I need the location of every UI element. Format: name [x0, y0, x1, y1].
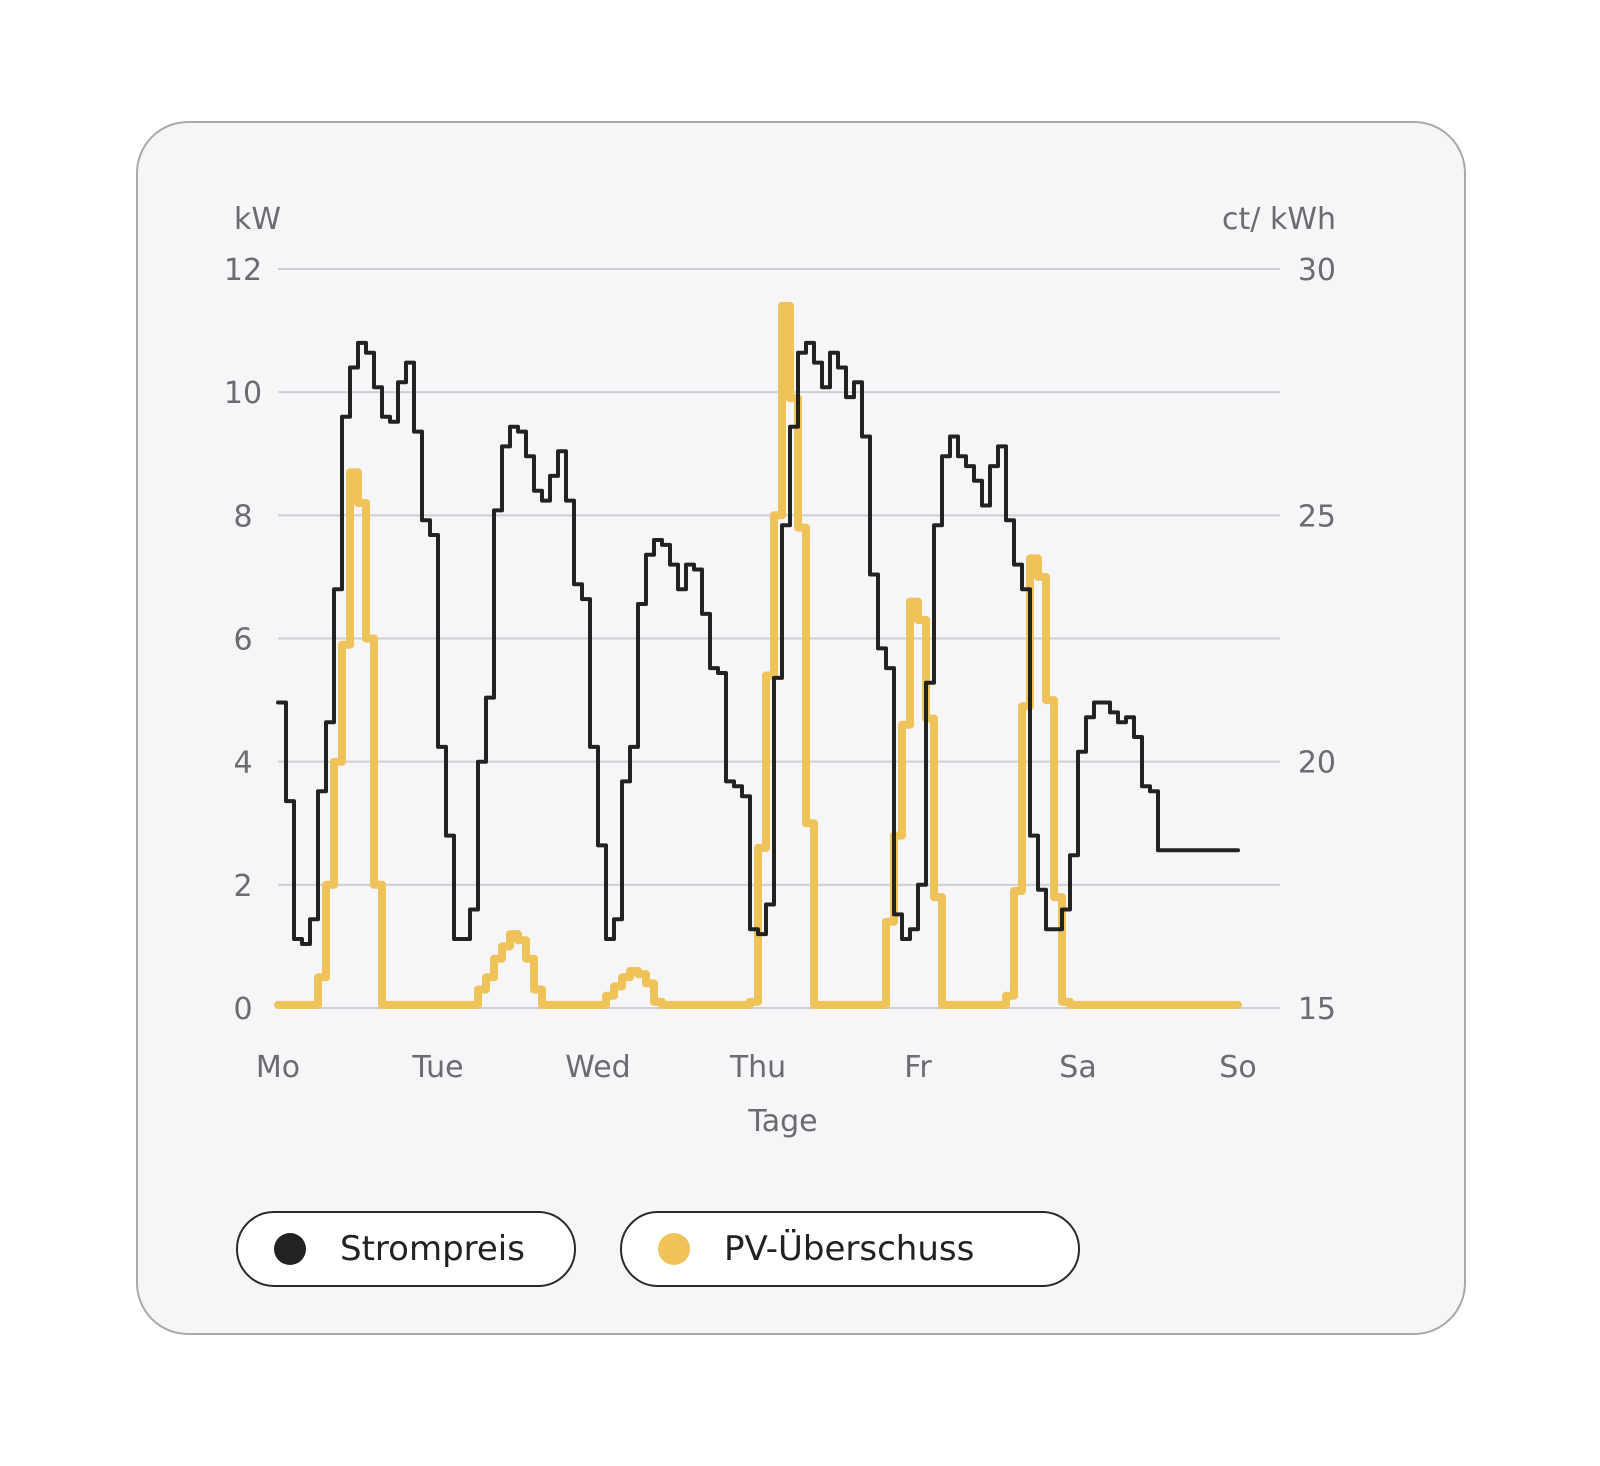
y-left-tick-label: 0: [233, 992, 252, 1027]
y-left-tick-label: 2: [233, 869, 252, 904]
legend-strompreis-label: Strompreis: [340, 1229, 525, 1269]
y-left-tick-label: 8: [233, 499, 252, 534]
legend-pv-ueberschuss[interactable]: PV-Überschuss: [620, 1211, 1080, 1287]
x-tick-label: Sa: [1059, 1050, 1096, 1085]
y-right-tick-label: 30: [1298, 253, 1336, 288]
legend-pv-label: PV-Überschuss: [724, 1229, 975, 1269]
series-line-pv-ueberschuss: [274, 301, 1242, 1009]
x-tick-label: Fr: [904, 1050, 932, 1085]
y-right-tick-label: 25: [1298, 499, 1336, 534]
y-right-unit-label: ct/ kWh: [1222, 202, 1336, 237]
x-axis-label: Tage: [747, 1104, 817, 1139]
y-right-tick-label: 20: [1298, 746, 1336, 781]
y-left-unit-label: kW: [234, 202, 281, 237]
x-tick-label: Thu: [729, 1050, 786, 1085]
legend-pv-dot-icon: [658, 1233, 690, 1265]
x-tick-label: Mo: [256, 1050, 300, 1085]
y-left-tick-label: 6: [233, 623, 252, 658]
x-tick-label: Tue: [411, 1050, 463, 1085]
legend-strompreis[interactable]: Strompreis: [236, 1211, 576, 1287]
chart-svg: 0 2 4 6 8 10 12 15 20 25 30 kW ct/ kWh Mo Tue Wed Thu Fr S…: [224, 202, 1336, 1139]
y-left-tick-label: 4: [233, 746, 252, 781]
y-left-tick-label: 12: [224, 253, 262, 288]
x-tick-label: So: [1219, 1050, 1256, 1085]
legend-strompreis-dot-icon: [274, 1233, 306, 1265]
x-tick-label: Wed: [565, 1050, 630, 1085]
y-right-tick-label: 15: [1298, 992, 1336, 1027]
y-left-tick-label: 10: [224, 376, 262, 411]
chart-card: 0 2 4 6 8 10 12 15 20 25 30 kW ct/ kWh Mo Tue Wed Thu Fr S…: [136, 121, 1466, 1335]
series-line-strompreis: [276, 340, 1240, 946]
